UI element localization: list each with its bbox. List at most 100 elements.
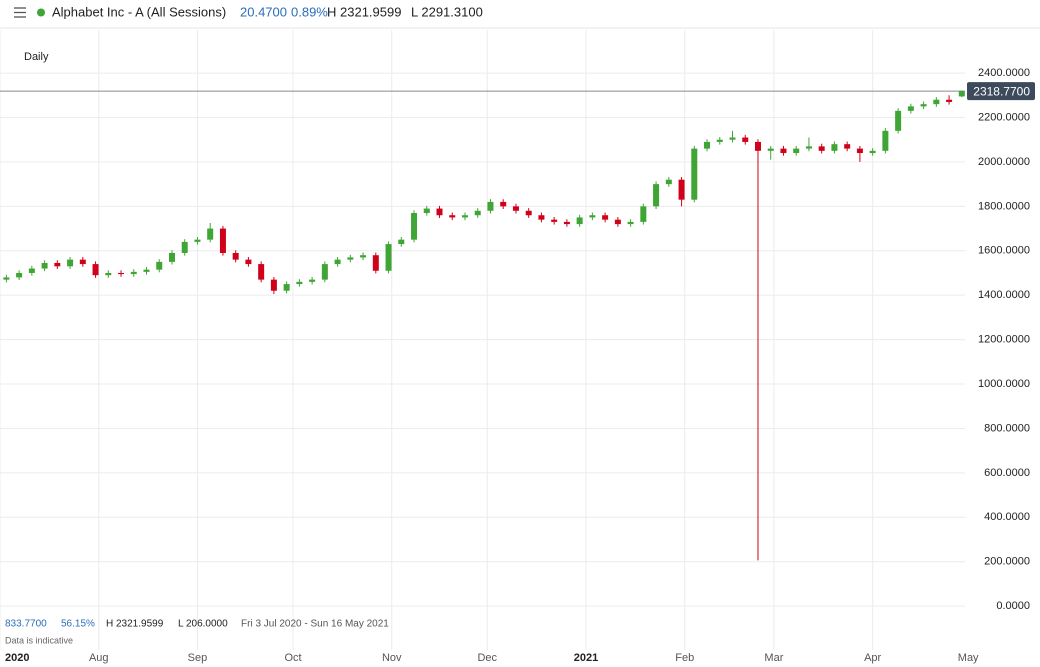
candle-body [309,279,316,282]
x-tick-label: May [958,652,979,664]
candle-body [665,179,672,185]
y-tick-label: 1200.0000 [978,334,1030,346]
candle-body [895,110,902,131]
candle-body [118,272,125,275]
y-tick-label: 800.0000 [984,422,1030,434]
x-tick-label: Feb [675,652,694,664]
candle-body [920,104,927,107]
candle-body [449,215,456,218]
x-tick-label: Oct [284,652,301,664]
candle-body [143,269,150,272]
candle-body [691,148,698,200]
menu-icon[interactable] [14,7,26,18]
candle-body [933,99,940,105]
candle-body [844,144,851,149]
candle-body [907,106,914,111]
candle-body [958,91,965,97]
candle-body [130,271,137,275]
candle-body [207,228,214,240]
candle-body [614,219,621,225]
candle-body [461,215,468,218]
candle-body [602,215,609,220]
y-tick-label: 200.0000 [984,556,1030,568]
candle-body [754,141,761,151]
y-tick-label: 600.0000 [984,467,1030,479]
title: Alphabet Inc - A (All Sessions) [52,4,226,19]
y-tick-label: 2400.0000 [978,67,1030,79]
candle-body [398,239,405,245]
candle-body [742,137,749,142]
candle-body [818,146,825,151]
candle-body [219,228,226,253]
range-change: 833.7700 [5,619,47,630]
candle-body [512,206,519,211]
candle-body [653,184,660,207]
y-tick-label: 400.0000 [984,511,1030,523]
candle-body [385,244,392,271]
range-high: H 2321.9599 [106,619,164,630]
candle-body [54,262,61,267]
candle-body [67,259,74,267]
candle-body [347,257,354,260]
candle-body [232,252,239,260]
candle-body [780,148,787,154]
candle-body [3,277,10,280]
candle-body [245,259,252,265]
candle-body [805,146,812,149]
candle-body [856,148,863,154]
candle-body [793,148,800,154]
candle-body [79,259,86,265]
y-tick-label: 1800.0000 [978,200,1030,212]
candle-body [551,219,558,222]
range-dates: Fri 3 Jul 2020 - Sun 16 May 2021 [241,619,389,630]
day-high: H 2321.9599 [327,4,401,19]
candle-body [334,259,341,265]
candle-body [283,284,290,291]
y-tick-label: 2000.0000 [978,156,1030,168]
candle-body [500,201,507,207]
candle-body [525,210,532,216]
y-tick-label: 0.0000 [996,600,1030,612]
candle-body [28,268,35,273]
change-pct: 0.89% [291,4,328,19]
candle-body [589,215,596,218]
candle-body [16,272,23,278]
range-pct: 56.15% [61,619,95,630]
day-low: L 2291.3100 [411,4,483,19]
candle-body [156,261,163,270]
candle-body [831,144,838,151]
x-tick-label: Mar [764,652,783,664]
x-tick-label: Nov [382,652,402,664]
candle-body [105,272,112,276]
candle-body [258,264,265,280]
candle-body [436,208,443,216]
status-dot [37,8,45,17]
candle-body [576,217,583,225]
candle-body [168,252,175,262]
candle-body [92,264,99,276]
candle-body [181,241,188,253]
x-tick-label: Aug [89,652,109,664]
candle-body [869,150,876,154]
range-low: L 206.0000 [178,619,228,630]
candle-body [704,141,711,149]
candle-body [270,279,277,291]
x-tick-label: 2021 [574,652,598,664]
last-price-tag [967,82,1035,101]
x-tick-label: Apr [864,652,881,664]
candle-body [946,99,953,102]
change: 20.4700 [240,4,287,19]
candle-body [423,208,430,214]
x-tick-label: Dec [477,652,497,664]
candle-body [716,139,723,142]
last-price-label: 2318.7700 [973,84,1030,98]
y-tick-label: 1600.0000 [978,245,1030,257]
candle-body [640,206,647,222]
y-tick-label: 2200.0000 [978,111,1030,123]
candle-body [767,148,774,151]
candle-body [729,137,736,140]
y-tick-label: 1400.0000 [978,289,1030,301]
candle-body [678,179,685,200]
candle-body [372,255,379,271]
